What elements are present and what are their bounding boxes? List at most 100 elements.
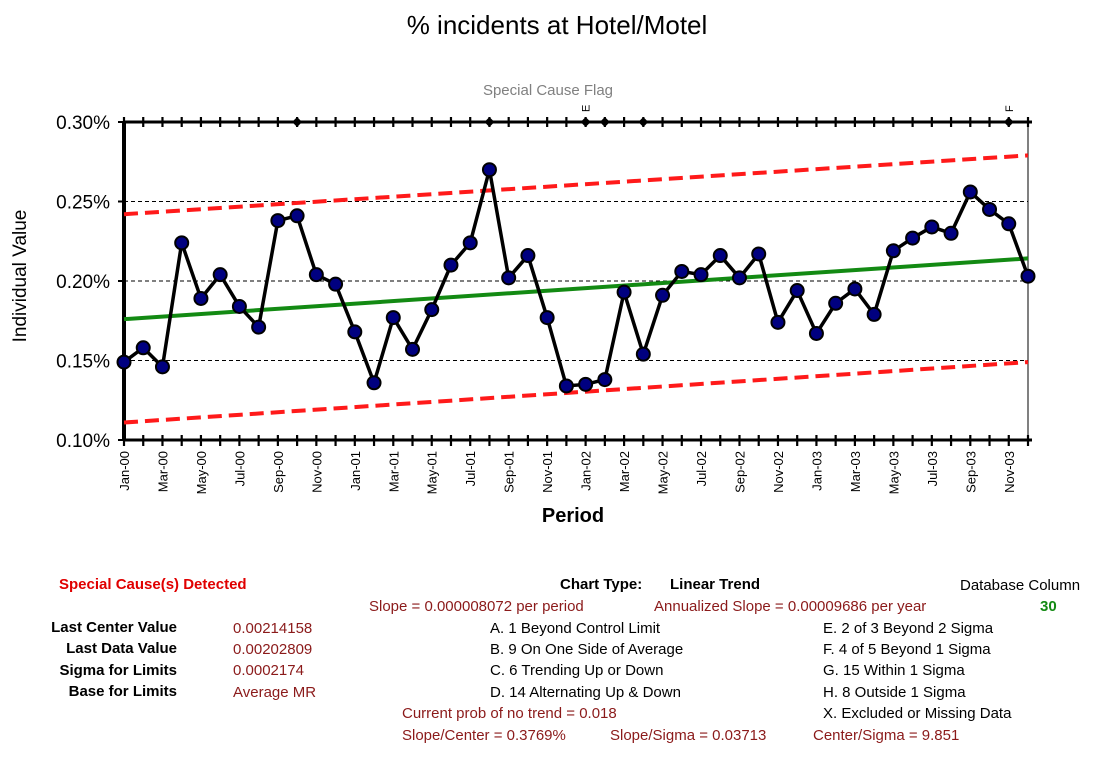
data-point xyxy=(674,263,690,279)
flag-marker xyxy=(484,117,495,127)
data-point xyxy=(443,257,459,273)
data-point xyxy=(751,246,767,262)
data-point xyxy=(828,295,844,311)
axes: 0.10% 0.15% 0.20% 0.25% 0.30% Jan-00 Mar-00 May… xyxy=(56,113,1032,494)
x-tick-label: Mar-01 xyxy=(386,451,401,492)
data-point xyxy=(154,359,170,375)
slope-text: Slope = 0.000008072 per period xyxy=(369,598,584,615)
x-tick-label: May-02 xyxy=(656,451,671,494)
data-point xyxy=(731,270,747,286)
flag-marker xyxy=(292,117,303,127)
x-tick-label: Jul-00 xyxy=(232,451,247,486)
center-sigma: Center/Sigma = 9.851 xyxy=(813,727,960,744)
x-tick-label: Sep-01 xyxy=(502,451,517,493)
x-tick-label: Sep-03 xyxy=(963,451,978,493)
y-tick-label: 0.30% xyxy=(56,113,110,134)
rule-b: B. 9 On One Side of Average xyxy=(490,641,684,658)
flag-marker xyxy=(1003,117,1014,127)
data-point xyxy=(212,267,228,283)
flag-marker xyxy=(638,117,649,127)
data-point xyxy=(116,354,132,370)
data-point xyxy=(501,270,517,286)
data-point xyxy=(347,324,363,340)
upper-control-limit xyxy=(123,153,1029,217)
control-chart: % incidents at Hotel/Motel Special Cause… xyxy=(10,10,1036,527)
data-point xyxy=(558,378,574,394)
slope-sigma: Slope/Sigma = 0.03713 xyxy=(610,727,767,744)
data-point xyxy=(231,298,247,314)
data-point xyxy=(655,287,671,303)
flag-marker xyxy=(580,117,591,127)
lower-control-limit xyxy=(123,360,1029,425)
database-column-label: Database Column xyxy=(960,577,1081,594)
data-point xyxy=(308,267,324,283)
stat-label: Last Center Value xyxy=(51,619,177,636)
data-point xyxy=(616,284,632,300)
data-point xyxy=(251,319,267,335)
x-tick-label: Jan-03 xyxy=(809,451,824,491)
flag-letter: F xyxy=(1004,105,1016,112)
x-axis-title: Period xyxy=(542,505,604,527)
series-line xyxy=(122,167,1030,388)
rule-e: E. 2 of 3 Beyond 2 Sigma xyxy=(823,620,994,637)
y-axis-title: Individual Value xyxy=(10,210,31,343)
x-tick-label: Sep-00 xyxy=(271,451,286,493)
data-point xyxy=(520,248,536,264)
data-point xyxy=(808,325,824,341)
y-tick-label: 0.10% xyxy=(56,431,110,452)
x-tick-label: Jul-02 xyxy=(694,451,709,486)
data-series xyxy=(116,162,1036,394)
rule-g: G. 15 Within 1 Sigma xyxy=(823,662,965,679)
data-point xyxy=(905,230,921,246)
x-tick-label: Mar-03 xyxy=(848,451,863,492)
data-point xyxy=(328,276,344,292)
data-point xyxy=(405,341,421,357)
data-point xyxy=(481,162,497,178)
slope-center: Slope/Center = 0.3769% xyxy=(402,727,566,744)
stat-value: 0.00214158 xyxy=(233,620,313,637)
rule-x: X. Excluded or Missing Data xyxy=(823,705,1012,722)
y-tick-label: 0.25% xyxy=(56,193,110,214)
data-point xyxy=(578,376,594,392)
data-point xyxy=(982,201,998,217)
annualized-slope-text: Annualized Slope = 0.00009686 per year xyxy=(654,598,927,615)
data-point xyxy=(693,267,709,283)
rule-d: D. 14 Alternating Up & Down xyxy=(490,684,681,701)
x-tick-label: Jan-02 xyxy=(579,451,594,491)
x-tick-label: Mar-00 xyxy=(155,451,170,492)
x-tick-label: Nov-02 xyxy=(771,451,786,493)
chart-type-value: Linear Trend xyxy=(670,576,761,593)
data-point xyxy=(924,219,940,235)
data-point xyxy=(866,306,882,322)
special-cause-detected: Special Cause(s) Detected xyxy=(59,576,247,593)
rule-c: C. 6 Trending Up or Down xyxy=(490,662,664,679)
x-tick-label: Sep-02 xyxy=(732,451,747,493)
stat-label: Sigma for Limits xyxy=(59,662,177,679)
rule-f: F. 4 of 5 Beyond 1 Sigma xyxy=(823,641,991,658)
stat-label: Last Data Value xyxy=(66,640,177,657)
data-point xyxy=(885,243,901,259)
y-tick-label: 0.15% xyxy=(56,352,110,373)
rule-h: H. 8 Outside 1 Sigma xyxy=(823,684,966,701)
data-point xyxy=(385,310,401,326)
flag-marker xyxy=(599,117,610,127)
data-point xyxy=(635,346,651,362)
data-point xyxy=(366,375,382,391)
data-point xyxy=(135,340,151,356)
data-point xyxy=(789,283,805,299)
data-point xyxy=(1001,216,1017,232)
database-column-value: 30 xyxy=(1040,598,1057,615)
rule-a: A. 1 Beyond Control Limit xyxy=(490,620,661,637)
gridlines xyxy=(124,201,1028,361)
special-cause-flag-label: Special Cause Flag xyxy=(483,82,613,99)
x-tick-label: May-00 xyxy=(194,451,209,494)
data-point xyxy=(174,235,190,251)
x-tick-label: Nov-00 xyxy=(309,451,324,493)
x-tick-label: Jul-01 xyxy=(463,451,478,486)
chart-title: % incidents at Hotel/Motel xyxy=(407,10,708,40)
x-tick-label: Jan-00 xyxy=(117,451,132,491)
data-point xyxy=(943,225,959,241)
stat-value: 0.0002174 xyxy=(233,662,304,679)
control-limits xyxy=(123,153,1029,425)
